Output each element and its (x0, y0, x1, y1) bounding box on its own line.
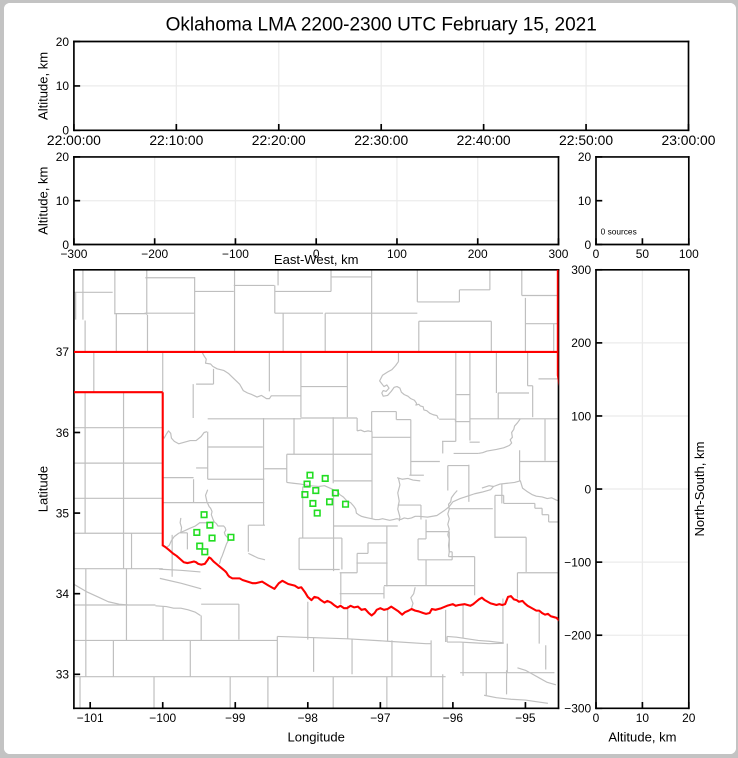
svg-text:Altitude, km: Altitude, km (35, 166, 50, 234)
svg-text:36: 36 (56, 426, 70, 440)
svg-text:20: 20 (56, 150, 70, 164)
svg-text:−100: −100 (149, 711, 176, 725)
svg-text:−101: −101 (77, 711, 104, 725)
svg-text:0: 0 (584, 238, 591, 252)
svg-text:200: 200 (571, 336, 591, 350)
svg-text:50: 50 (636, 247, 650, 261)
svg-text:300: 300 (549, 247, 569, 261)
svg-text:20: 20 (682, 711, 696, 725)
svg-text:−99: −99 (225, 711, 246, 725)
svg-text:10: 10 (636, 711, 650, 725)
svg-text:300: 300 (571, 263, 591, 277)
svg-text:100: 100 (571, 409, 591, 423)
svg-text:37: 37 (56, 345, 70, 359)
svg-text:0: 0 (62, 238, 69, 252)
svg-text:0: 0 (313, 247, 320, 261)
svg-text:−100: −100 (222, 247, 249, 261)
svg-text:10: 10 (56, 79, 70, 93)
svg-text:20: 20 (56, 35, 70, 49)
svg-text:East-West, km: East-West, km (274, 252, 359, 267)
svg-text:Oklahoma LMA 2200-2300 UTC Feb: Oklahoma LMA 2200-2300 UTC February 15, … (166, 14, 597, 35)
svg-text:0: 0 (593, 711, 600, 725)
svg-text:−200: −200 (141, 247, 168, 261)
svg-text:100: 100 (387, 247, 407, 261)
svg-text:10: 10 (56, 194, 70, 208)
svg-text:Altitude, km: Altitude, km (608, 729, 676, 744)
svg-text:23:00:00: 23:00:00 (661, 132, 715, 148)
svg-text:22:40:00: 22:40:00 (457, 132, 511, 148)
svg-text:−300: −300 (564, 702, 591, 716)
svg-text:Altitude, km: Altitude, km (35, 52, 50, 120)
svg-text:−95: −95 (515, 711, 536, 725)
svg-text:0: 0 (62, 124, 69, 138)
svg-text:35: 35 (56, 506, 70, 520)
svg-text:−96: −96 (443, 711, 464, 725)
svg-text:34: 34 (56, 587, 70, 601)
svg-text:20: 20 (578, 150, 592, 164)
svg-text:22:00:00: 22:00:00 (47, 132, 101, 148)
svg-text:22:30:00: 22:30:00 (354, 132, 408, 148)
svg-text:200: 200 (468, 247, 488, 261)
svg-text:22:20:00: 22:20:00 (252, 132, 306, 148)
svg-text:22:50:00: 22:50:00 (559, 132, 613, 148)
svg-text:Longitude: Longitude (288, 729, 345, 744)
svg-text:−98: −98 (298, 711, 319, 725)
svg-text:North-South, km: North-South, km (692, 441, 707, 536)
svg-text:10: 10 (578, 194, 592, 208)
svg-text:33: 33 (56, 668, 70, 682)
svg-text:−200: −200 (564, 629, 591, 643)
svg-text:−97: −97 (370, 711, 391, 725)
svg-text:100: 100 (679, 247, 699, 261)
svg-text:0 sources: 0 sources (601, 226, 637, 236)
svg-text:−300: −300 (60, 247, 87, 261)
svg-text:22:10:00: 22:10:00 (149, 132, 203, 148)
svg-text:Latitude: Latitude (35, 466, 50, 512)
svg-text:0: 0 (593, 247, 600, 261)
svg-text:0: 0 (584, 482, 591, 496)
svg-text:−100: −100 (564, 555, 591, 569)
